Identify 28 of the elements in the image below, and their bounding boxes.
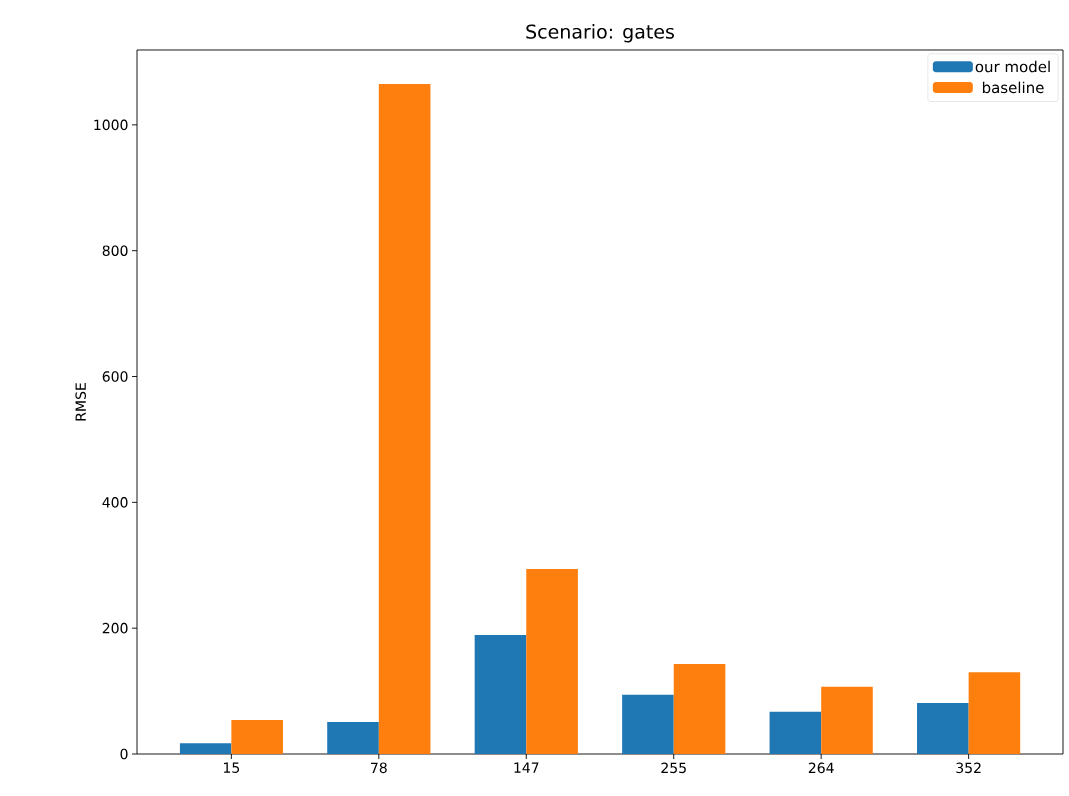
chart-title: Scenario: gates <box>526 24 674 43</box>
x-tick-label: 352 <box>956 762 981 774</box>
y-tick-label: 600 <box>102 371 128 382</box>
bar <box>327 721 379 754</box>
bar <box>821 686 873 754</box>
x-tick-label: 255 <box>661 762 686 774</box>
x-tick-label: 78 <box>371 762 387 774</box>
bar <box>179 743 232 754</box>
bar <box>378 83 431 754</box>
bar <box>231 720 283 754</box>
y-tick-label: 800 <box>102 245 128 256</box>
bar <box>622 694 674 754</box>
x-tick-label: 264 <box>808 762 834 774</box>
y-tick-label: 400 <box>102 497 128 508</box>
bar <box>526 569 578 754</box>
legend-label: baseline <box>982 81 1044 94</box>
y-axis-title: RMSE <box>75 383 86 421</box>
y-tick-label: 1000 <box>94 119 128 131</box>
x-tick-label: 147 <box>514 762 539 773</box>
bar <box>968 672 1021 754</box>
y-tick-label: 0 <box>120 748 128 760</box>
legend-label: our model <box>975 60 1050 73</box>
bar <box>917 703 969 754</box>
x-tick-label: 15 <box>224 762 240 773</box>
bar <box>769 711 822 754</box>
bar <box>673 664 726 754</box>
bar <box>474 635 527 754</box>
y-tick-label: 200 <box>102 622 128 634</box>
